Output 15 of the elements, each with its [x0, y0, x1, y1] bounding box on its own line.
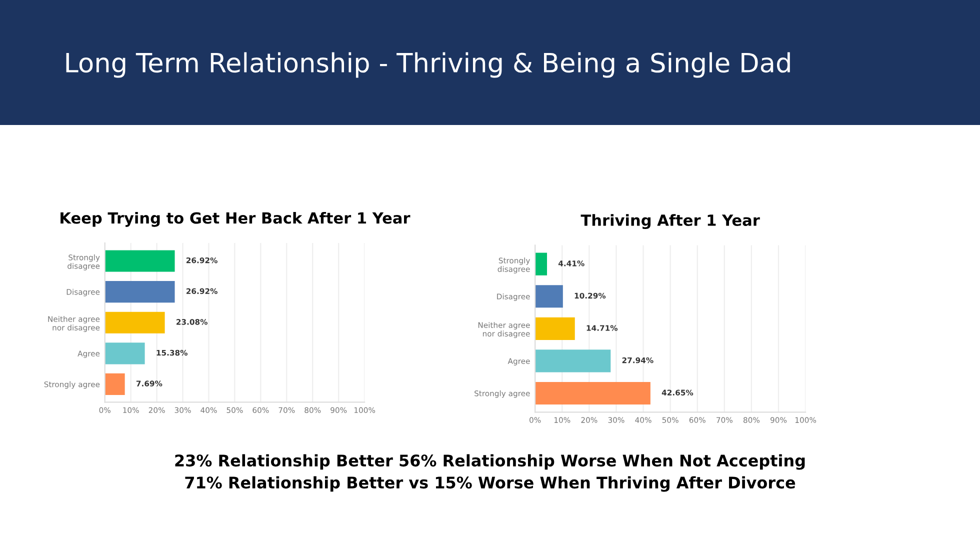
bar	[104, 373, 125, 395]
bar	[104, 250, 175, 272]
chart-title: Thriving After 1 Year	[580, 214, 760, 230]
bar	[104, 281, 175, 303]
bar	[104, 312, 165, 334]
chart-title: Keep Trying to Get Her Back After 1 Year	[60, 212, 410, 227]
text: 71% Relationship Better vs 15% Worse When Thriving After Divorce	[185, 476, 796, 492]
bar	[535, 317, 575, 340]
bar	[535, 382, 650, 405]
bar	[535, 252, 548, 276]
text: Long Term Relationship - Thriving & Being a Single Dad	[66, 52, 790, 78]
bar	[535, 285, 563, 308]
bar	[535, 350, 611, 372]
bar	[104, 342, 145, 364]
text: 23% Relationship Better 56% Relationship Worse When Not Accepting	[175, 454, 805, 470]
